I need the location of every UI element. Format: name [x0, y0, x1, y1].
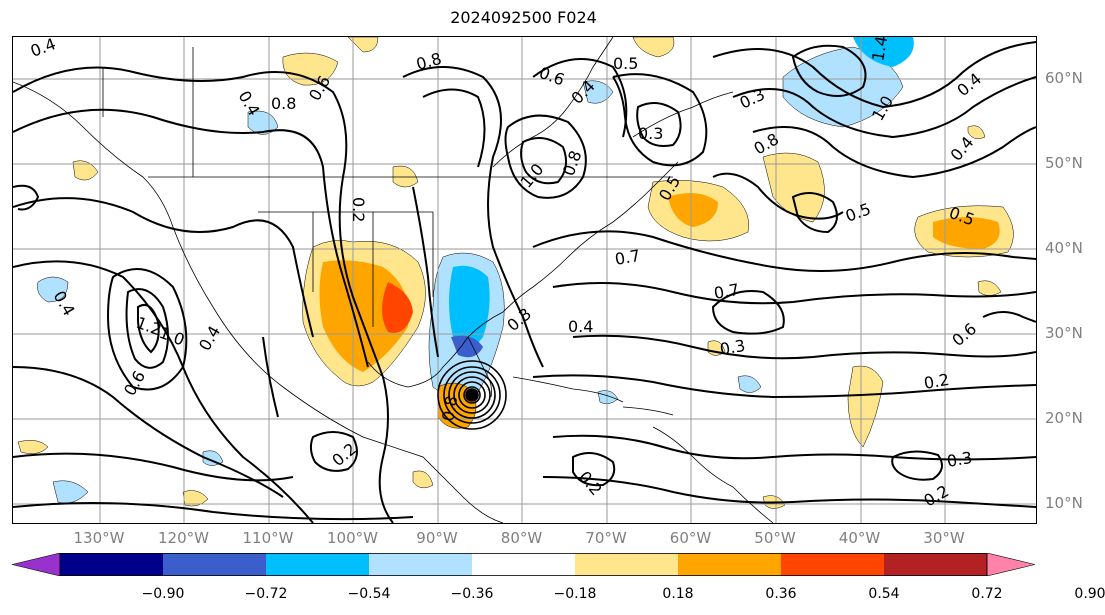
longitude-label: 130°W — [73, 529, 125, 547]
longitude-label: 60°W — [669, 529, 712, 547]
colorbar-segment — [60, 553, 164, 576]
longitude-label: 40°W — [838, 529, 881, 547]
colorbar-tick-label: 0.18 — [662, 586, 694, 602]
longitude-label: 100°W — [327, 529, 378, 547]
longitude-label: 110°W — [242, 529, 294, 547]
colorbar-segment — [884, 553, 988, 576]
latitude-label: 40°N — [1045, 239, 1083, 257]
colorbar-segment — [575, 553, 679, 576]
contour-label: 0.6 — [537, 63, 567, 90]
map-canvas: 0.4 0.8 0.6 0.8 0.5 0.2 0.3 0.4 1.0 0.8 … — [13, 37, 1036, 523]
longitude-label: 30°W — [923, 529, 965, 547]
latitude-label: 30°N — [1045, 324, 1083, 342]
contour-label: 0.8 — [438, 394, 461, 422]
contour-label: 0.6 — [120, 367, 149, 399]
contour-label: 0.2 — [349, 197, 368, 222]
colorbar-tick-label: 0.72 — [971, 586, 1003, 602]
contour-label: 0.4 — [195, 322, 224, 354]
contour-label: 0.4 — [28, 37, 58, 61]
graticule — [13, 37, 1036, 523]
colorbar-segment — [472, 553, 576, 576]
latitude-label: 50°N — [1045, 154, 1083, 172]
colorbar-segment — [369, 553, 473, 576]
longitude-label: 70°W — [585, 529, 627, 547]
contour-label: 0.3 — [718, 336, 746, 359]
colorbar-tick-label: 0.90 — [1074, 586, 1105, 602]
contour-label: 0.2 — [922, 370, 950, 393]
contour-label: 0.7 — [712, 280, 740, 303]
longitude-label: 50°W — [754, 529, 796, 547]
contour-label: 0.3 — [638, 124, 663, 143]
colorbar-tick-label: −0.18 — [553, 586, 597, 602]
colorbar-segment — [678, 553, 782, 576]
contour-label: 0.2 — [575, 467, 606, 499]
contour-label: 0.3 — [945, 448, 973, 471]
longitude-label: 80°W — [500, 529, 543, 547]
map-panel: 0.4 0.8 0.6 0.8 0.5 0.2 0.3 0.4 1.0 0.8 … — [12, 36, 1037, 524]
colorbar-segment — [163, 553, 267, 576]
contour-label: 0.4 — [568, 317, 593, 336]
latitude-label: 20°N — [1045, 409, 1083, 427]
latitude-label: 60°N — [1045, 69, 1083, 87]
contour-label: 0.8 — [271, 94, 296, 113]
colorbar — [12, 553, 1035, 576]
contour-label: 0.6 — [948, 319, 980, 350]
colorbar-segment — [781, 553, 885, 576]
colorbar-border — [59, 553, 988, 576]
contour-label: 1.0 — [157, 323, 187, 350]
colorbar-tick-label: −0.36 — [450, 586, 494, 602]
map-title: 2024092500 F024 — [450, 8, 597, 27]
colorbar-extend-high — [986, 553, 1035, 576]
contour-label: 1.4 — [868, 37, 891, 63]
colorbar-segment — [266, 553, 370, 576]
contour-lines — [13, 41, 1036, 523]
contour-label: 0.4 — [953, 69, 985, 100]
colorbar-tick-label: 0.54 — [868, 586, 900, 602]
latitude-label: 10°N — [1045, 494, 1083, 512]
colorbar-extend-low — [12, 553, 61, 576]
contour-label: 0.8 — [414, 49, 444, 74]
contour-label: 0.5 — [613, 54, 638, 73]
colorbar-tick-label: −0.72 — [244, 586, 288, 602]
contour-label: 0.3 — [503, 304, 535, 335]
coastlines — [13, 37, 774, 523]
hurricane-center — [437, 360, 507, 430]
longitude-label: 90°W — [416, 529, 458, 547]
contour-label: 0.5 — [843, 199, 873, 226]
contour-label: 0.2 — [921, 481, 953, 510]
contour-label: 0.7 — [613, 246, 641, 269]
colorbar-tick-label: 0.36 — [765, 586, 797, 602]
colorbar-tick-label: −0.54 — [347, 586, 391, 602]
colorbar-tick-label: −0.90 — [141, 586, 185, 602]
longitude-label: 120°W — [158, 529, 209, 547]
contour-label: 0.8 — [559, 148, 586, 178]
